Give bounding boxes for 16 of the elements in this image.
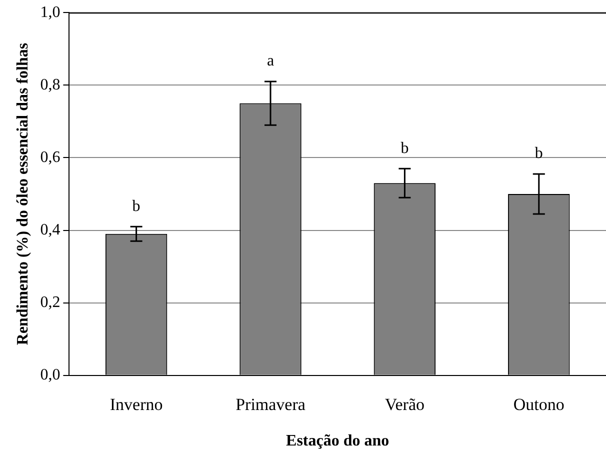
x-tick-label: Outono (513, 395, 564, 414)
annotation: b (132, 198, 140, 215)
annotation: a (266, 52, 274, 70)
x-axis-title: Estação do ano (286, 432, 390, 450)
x-tick-label: Verão (384, 395, 425, 414)
annotation: b (534, 145, 543, 162)
annotation: b (400, 140, 409, 157)
y-tick-label: 0,6 (40, 148, 60, 166)
x-tick-label: Inverno (110, 395, 163, 414)
y-tick-label: 1,0 (40, 4, 60, 21)
y-tick-label: 0,2 (40, 294, 60, 312)
y-tick-label: 0,4 (40, 221, 60, 238)
y-tick-label: 0,8 (40, 76, 60, 94)
x-tick-label: Primavera (236, 395, 306, 414)
y-tick-label: 0,0 (40, 366, 60, 384)
y-axis-title: Rendimento (%) do óleo essencial das folhas (14, 42, 32, 346)
